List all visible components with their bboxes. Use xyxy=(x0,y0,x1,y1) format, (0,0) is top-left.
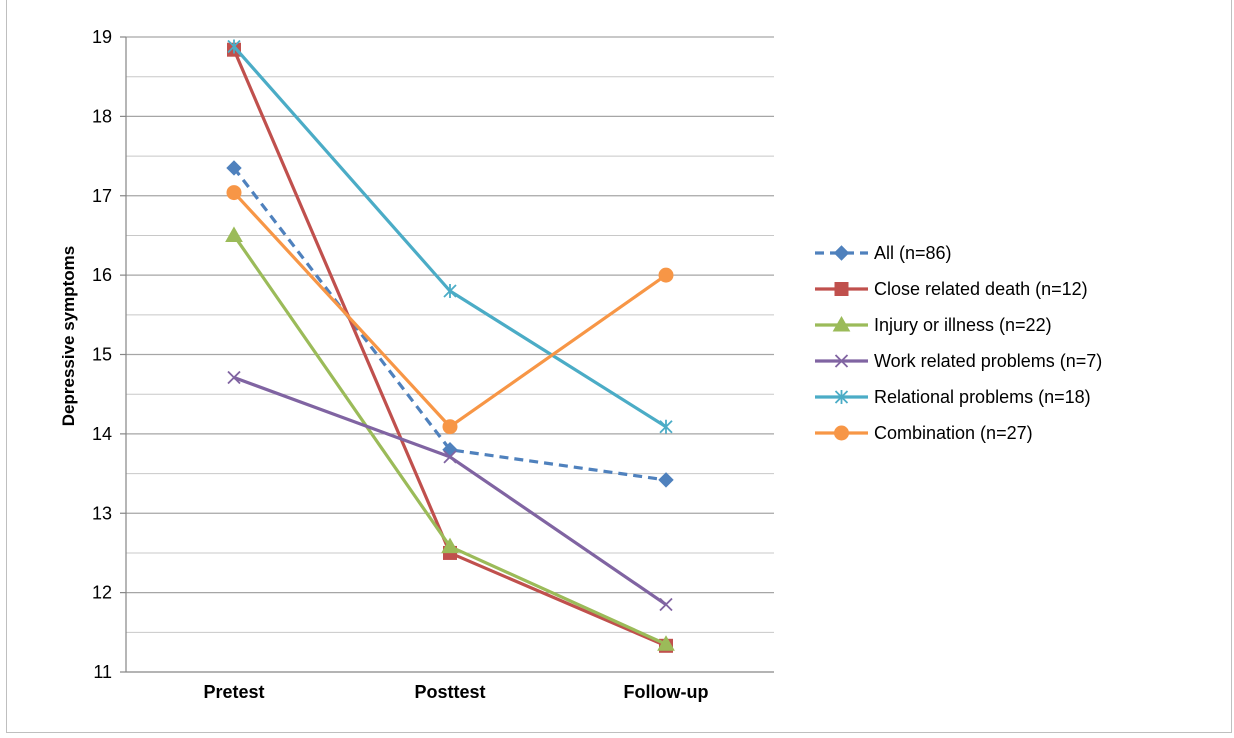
triangle-marker xyxy=(441,537,459,554)
data-point xyxy=(443,450,457,464)
circle-marker xyxy=(442,419,458,435)
data-point xyxy=(226,160,242,176)
legend-label: All (n=86) xyxy=(874,243,952,263)
legend-item: Work related problems (n=7) xyxy=(815,351,1102,371)
star-marker xyxy=(443,284,457,298)
legend-label: Injury or illness (n=22) xyxy=(874,315,1052,335)
triangle-marker xyxy=(225,226,243,242)
circle-marker xyxy=(226,185,242,201)
triangle-marker xyxy=(832,315,851,332)
star-marker xyxy=(659,419,673,434)
x-marker xyxy=(227,370,241,385)
star-marker xyxy=(227,39,241,54)
y-tick-label: 15 xyxy=(92,345,112,365)
data-point xyxy=(659,597,673,612)
series-group xyxy=(225,39,675,653)
data-point xyxy=(443,284,457,298)
series-line xyxy=(232,166,667,482)
y-tick-label: 12 xyxy=(92,583,112,603)
legend-marker xyxy=(834,390,849,404)
legend-item: Close related death (n=12) xyxy=(815,279,1088,299)
data-point xyxy=(659,419,673,434)
series-3 xyxy=(225,226,675,651)
data-point xyxy=(658,267,674,283)
y-tick-label: 13 xyxy=(92,503,112,523)
y-tick-label: 18 xyxy=(92,106,112,126)
square-marker xyxy=(834,282,849,296)
series-2 xyxy=(227,42,673,653)
x-marker xyxy=(443,450,457,464)
line-chart: 11 12 13 14 15 16 17 18 19 Pretest Posttest Follow… xyxy=(59,27,1102,702)
legend-label: Work related problems (n=7) xyxy=(874,351,1102,371)
legend: All (n=86) Close related death (n=12) Inju… xyxy=(815,243,1102,443)
legend-label: Combination (n=27) xyxy=(874,423,1033,443)
x-marker xyxy=(834,354,849,368)
data-point xyxy=(227,39,241,54)
y-axis-label: Depressive symptoms xyxy=(59,246,78,426)
triangle-marker xyxy=(657,635,675,651)
circle-marker xyxy=(658,267,674,283)
x-tick-label: Pretest xyxy=(203,682,264,702)
x-tick-labels: Pretest Posttest Follow-up xyxy=(203,682,708,702)
diamond-marker xyxy=(226,160,242,176)
series-6 xyxy=(226,185,674,435)
star-marker xyxy=(834,390,849,404)
data-point xyxy=(226,185,242,201)
y-tick-label: 17 xyxy=(92,186,112,206)
legend-label: Close related death (n=12) xyxy=(874,279,1088,299)
legend-item: All (n=86) xyxy=(815,243,952,263)
series-line xyxy=(232,191,667,429)
x-tick-label: Follow-up xyxy=(624,682,709,702)
data-point xyxy=(657,635,675,651)
x-marker xyxy=(659,597,673,612)
series-line xyxy=(233,376,667,606)
x-tick-label: Posttest xyxy=(414,682,485,702)
legend-marker xyxy=(832,315,851,332)
y-tick-label: 19 xyxy=(92,27,112,47)
diamond-marker xyxy=(833,245,850,261)
circle-marker xyxy=(834,425,849,441)
legend-marker xyxy=(833,245,850,261)
legend-item: Relational problems (n=18) xyxy=(815,387,1091,407)
legend-item: Combination (n=27) xyxy=(815,423,1033,443)
data-point xyxy=(442,419,458,435)
data-point xyxy=(658,472,674,488)
axes xyxy=(120,36,774,673)
data-point xyxy=(225,226,243,242)
series-4 xyxy=(227,370,673,612)
series-5 xyxy=(227,39,673,434)
data-point xyxy=(227,370,241,385)
y-tick-label: 14 xyxy=(92,424,112,444)
legend-marker xyxy=(834,354,849,368)
legend-marker xyxy=(834,425,849,441)
series-line xyxy=(232,45,667,429)
y-tick-label: 16 xyxy=(92,265,112,285)
legend-item: Injury or illness (n=22) xyxy=(815,315,1052,335)
chart-area: 11 12 13 14 15 16 17 18 19 Pretest Posttest Follow… xyxy=(6,0,1232,733)
y-tick-label: 11 xyxy=(93,662,112,682)
legend-label: Relational problems (n=18) xyxy=(874,387,1091,407)
legend-marker xyxy=(834,282,849,296)
y-tick-labels: 11 12 13 14 15 16 17 18 19 xyxy=(92,27,112,682)
data-point xyxy=(441,537,459,554)
diamond-marker xyxy=(658,472,674,488)
